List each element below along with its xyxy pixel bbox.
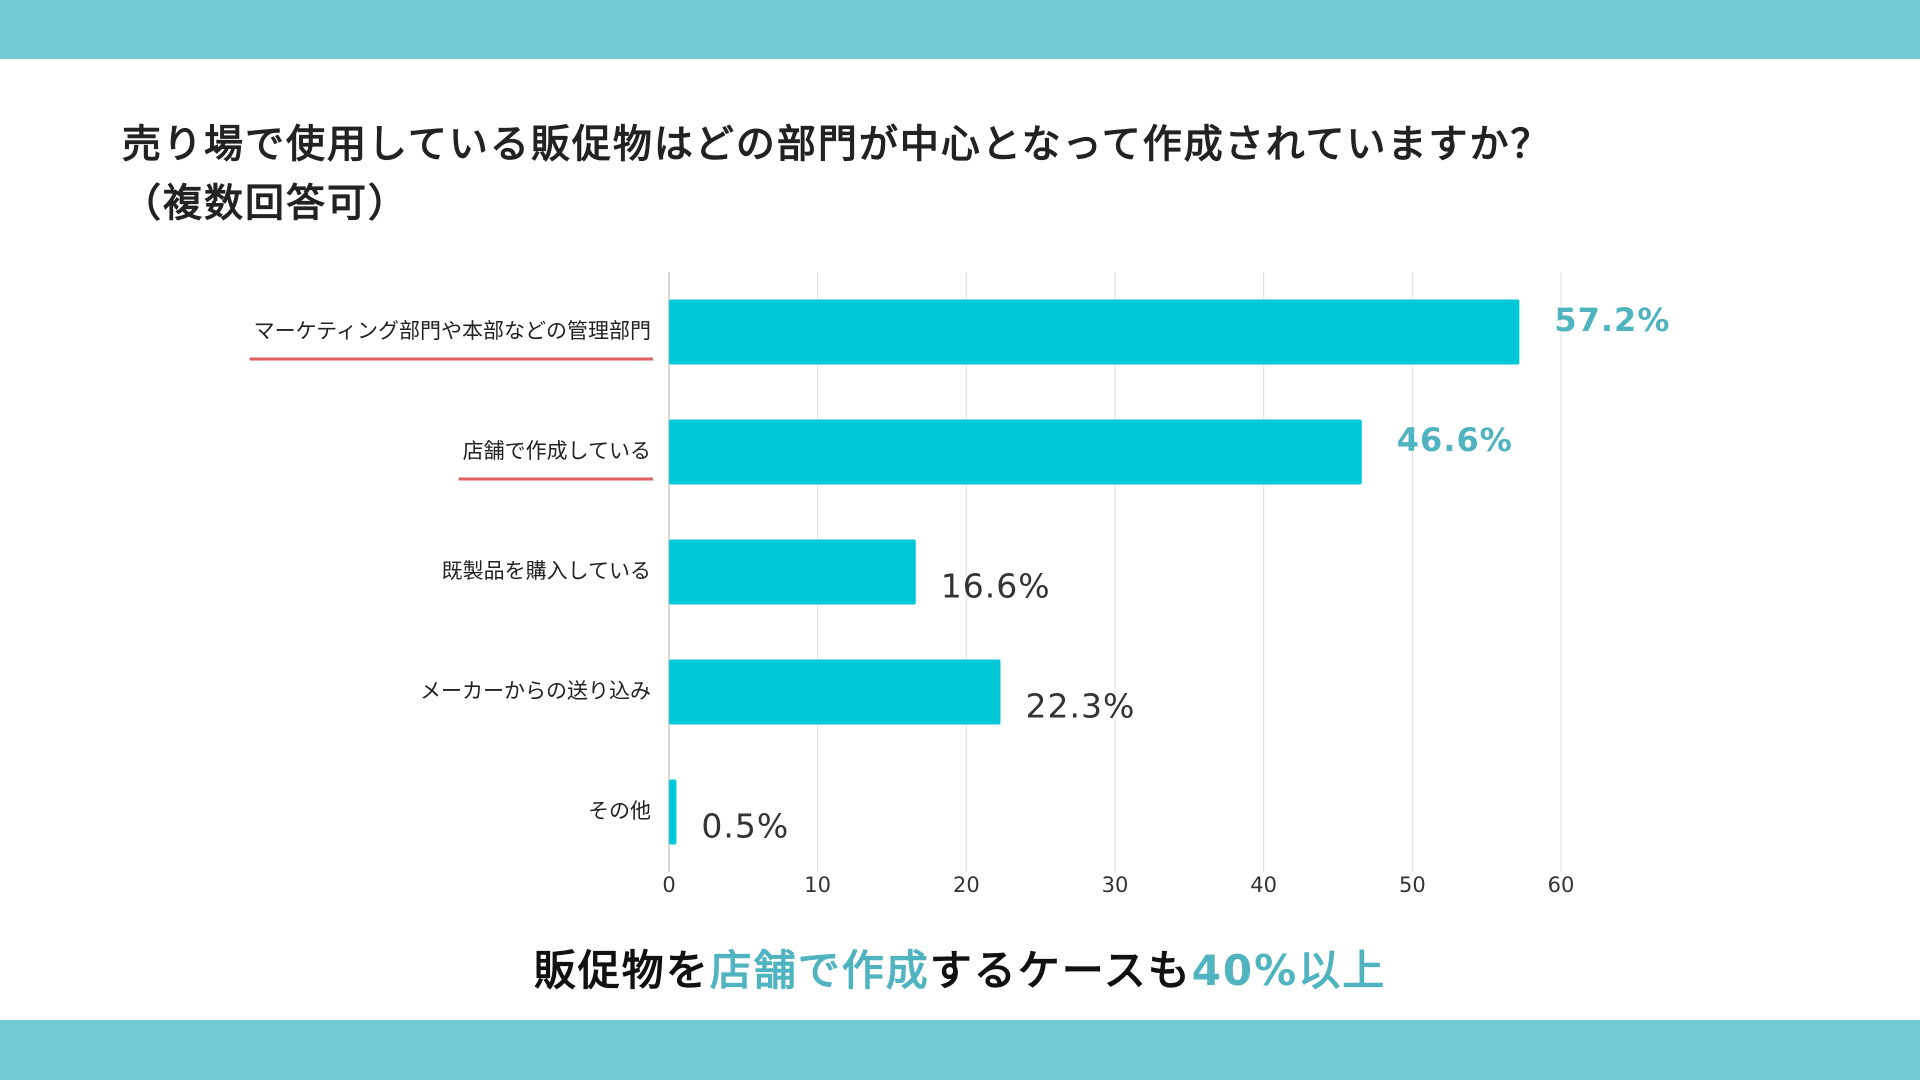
bar [669,299,1520,365]
category-label: 既製品を購入している [442,559,651,583]
footer-segment: 40%以上 [1192,946,1387,995]
bar [669,779,677,845]
footer-segment: するケースも [930,946,1192,995]
category-label: 店舗で作成している [463,439,651,463]
category-label: メーカーからの送り込み [420,679,651,703]
footer-segment: 販促物を [534,946,710,995]
value-label: 46.6% [1397,421,1513,459]
x-tick-label: 10 [804,873,831,897]
x-tick-label: 30 [1102,873,1129,897]
title-line: （複数回答可） [122,182,409,227]
top-band [0,0,1920,59]
value-label: 0.5% [701,807,789,846]
bar [669,659,1001,725]
value-label: 22.3% [1026,687,1136,726]
x-tick-label: 20 [953,873,980,897]
value-label: 16.6% [941,567,1051,606]
bar [669,419,1362,485]
footer: 販促物を店舗で作成するケースも40%以上 [534,946,1386,995]
x-tick-label: 40 [1250,873,1277,897]
x-tick-label: 50 [1399,873,1426,897]
category-label: その他 [588,799,651,823]
title-line: 売り場で使用している販促物はどの部門が中心となって作成されていますか？ [122,123,1552,168]
x-tick-label: 60 [1548,873,1575,897]
x-tick-label: 0 [662,873,675,897]
bar [669,539,916,605]
category-label: マーケティング部門や本部などの管理部門 [254,319,651,343]
value-label: 57.2% [1554,301,1670,339]
bottom-band [0,1020,1920,1080]
footer-segment: 店舗で作成 [710,946,930,995]
